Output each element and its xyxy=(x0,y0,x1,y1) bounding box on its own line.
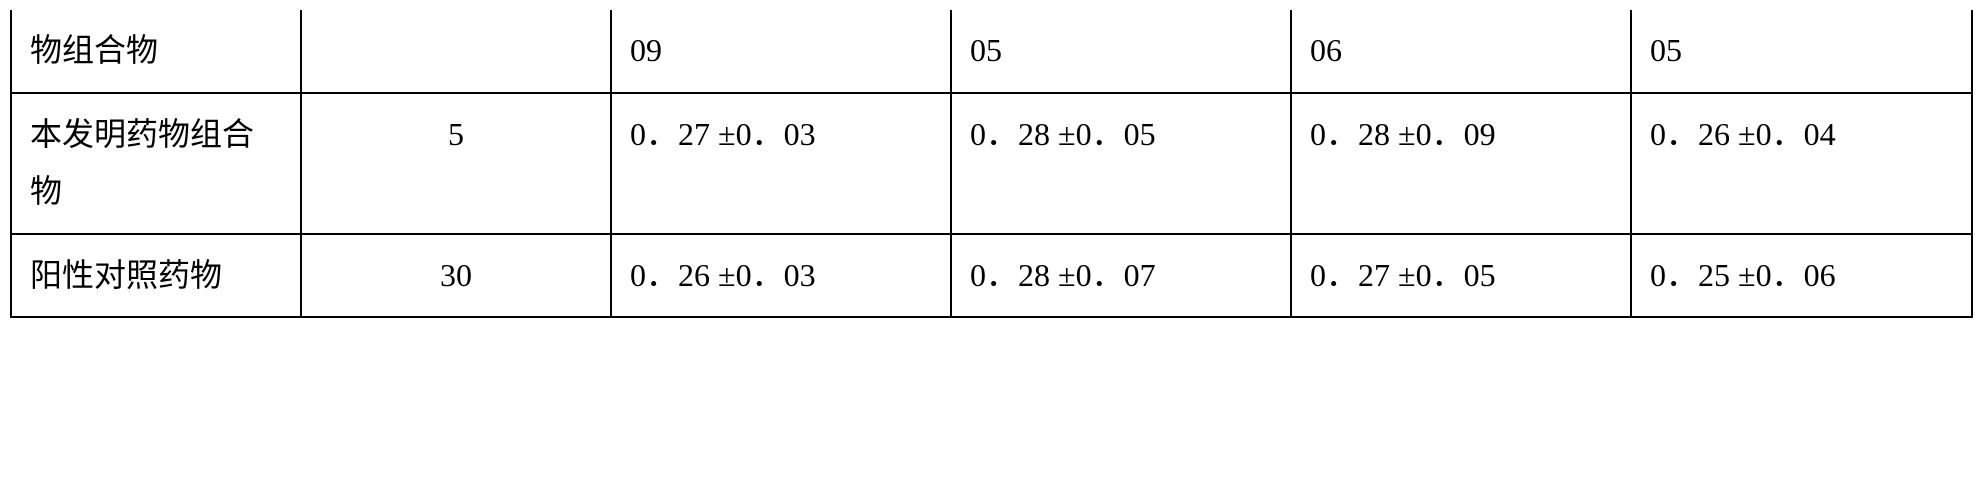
table-row: 物组合物 09 05 06 05 xyxy=(11,10,1972,93)
cell-value: 09 xyxy=(611,10,951,93)
cell-value: 0．26 ±0．03 xyxy=(611,234,951,318)
cell-value: 0．28 ±0．07 xyxy=(951,234,1291,318)
cell-dose xyxy=(301,10,611,93)
cell-value: 0．28 ±0．09 xyxy=(1291,93,1631,234)
cell-value: 0．27 ±0．05 xyxy=(1291,234,1631,318)
cell-value: 0．27 ±0．03 xyxy=(611,93,951,234)
data-table: 物组合物 09 05 06 05 本发明药物组合物 5 0．27 ±0．03 0… xyxy=(10,10,1973,318)
cell-value: 0．25 ±0．06 xyxy=(1631,234,1972,318)
cell-label: 本发明药物组合物 xyxy=(11,93,301,234)
cell-value: 05 xyxy=(1631,10,1972,93)
table-row: 阳性对照药物 30 0．26 ±0．03 0．28 ±0．07 0．27 ±0．… xyxy=(11,234,1972,318)
cell-label: 阳性对照药物 xyxy=(11,234,301,318)
cell-value: 06 xyxy=(1291,10,1631,93)
cell-value: 0．28 ±0．05 xyxy=(951,93,1291,234)
table-row: 本发明药物组合物 5 0．27 ±0．03 0．28 ±0．05 0．28 ±0… xyxy=(11,93,1972,234)
cell-dose: 5 xyxy=(301,93,611,234)
cell-value: 0．26 ±0．04 xyxy=(1631,93,1972,234)
cell-label: 物组合物 xyxy=(11,10,301,93)
cell-dose: 30 xyxy=(301,234,611,318)
cell-value: 05 xyxy=(951,10,1291,93)
table-body: 物组合物 09 05 06 05 本发明药物组合物 5 0．27 ±0．03 0… xyxy=(11,10,1972,317)
